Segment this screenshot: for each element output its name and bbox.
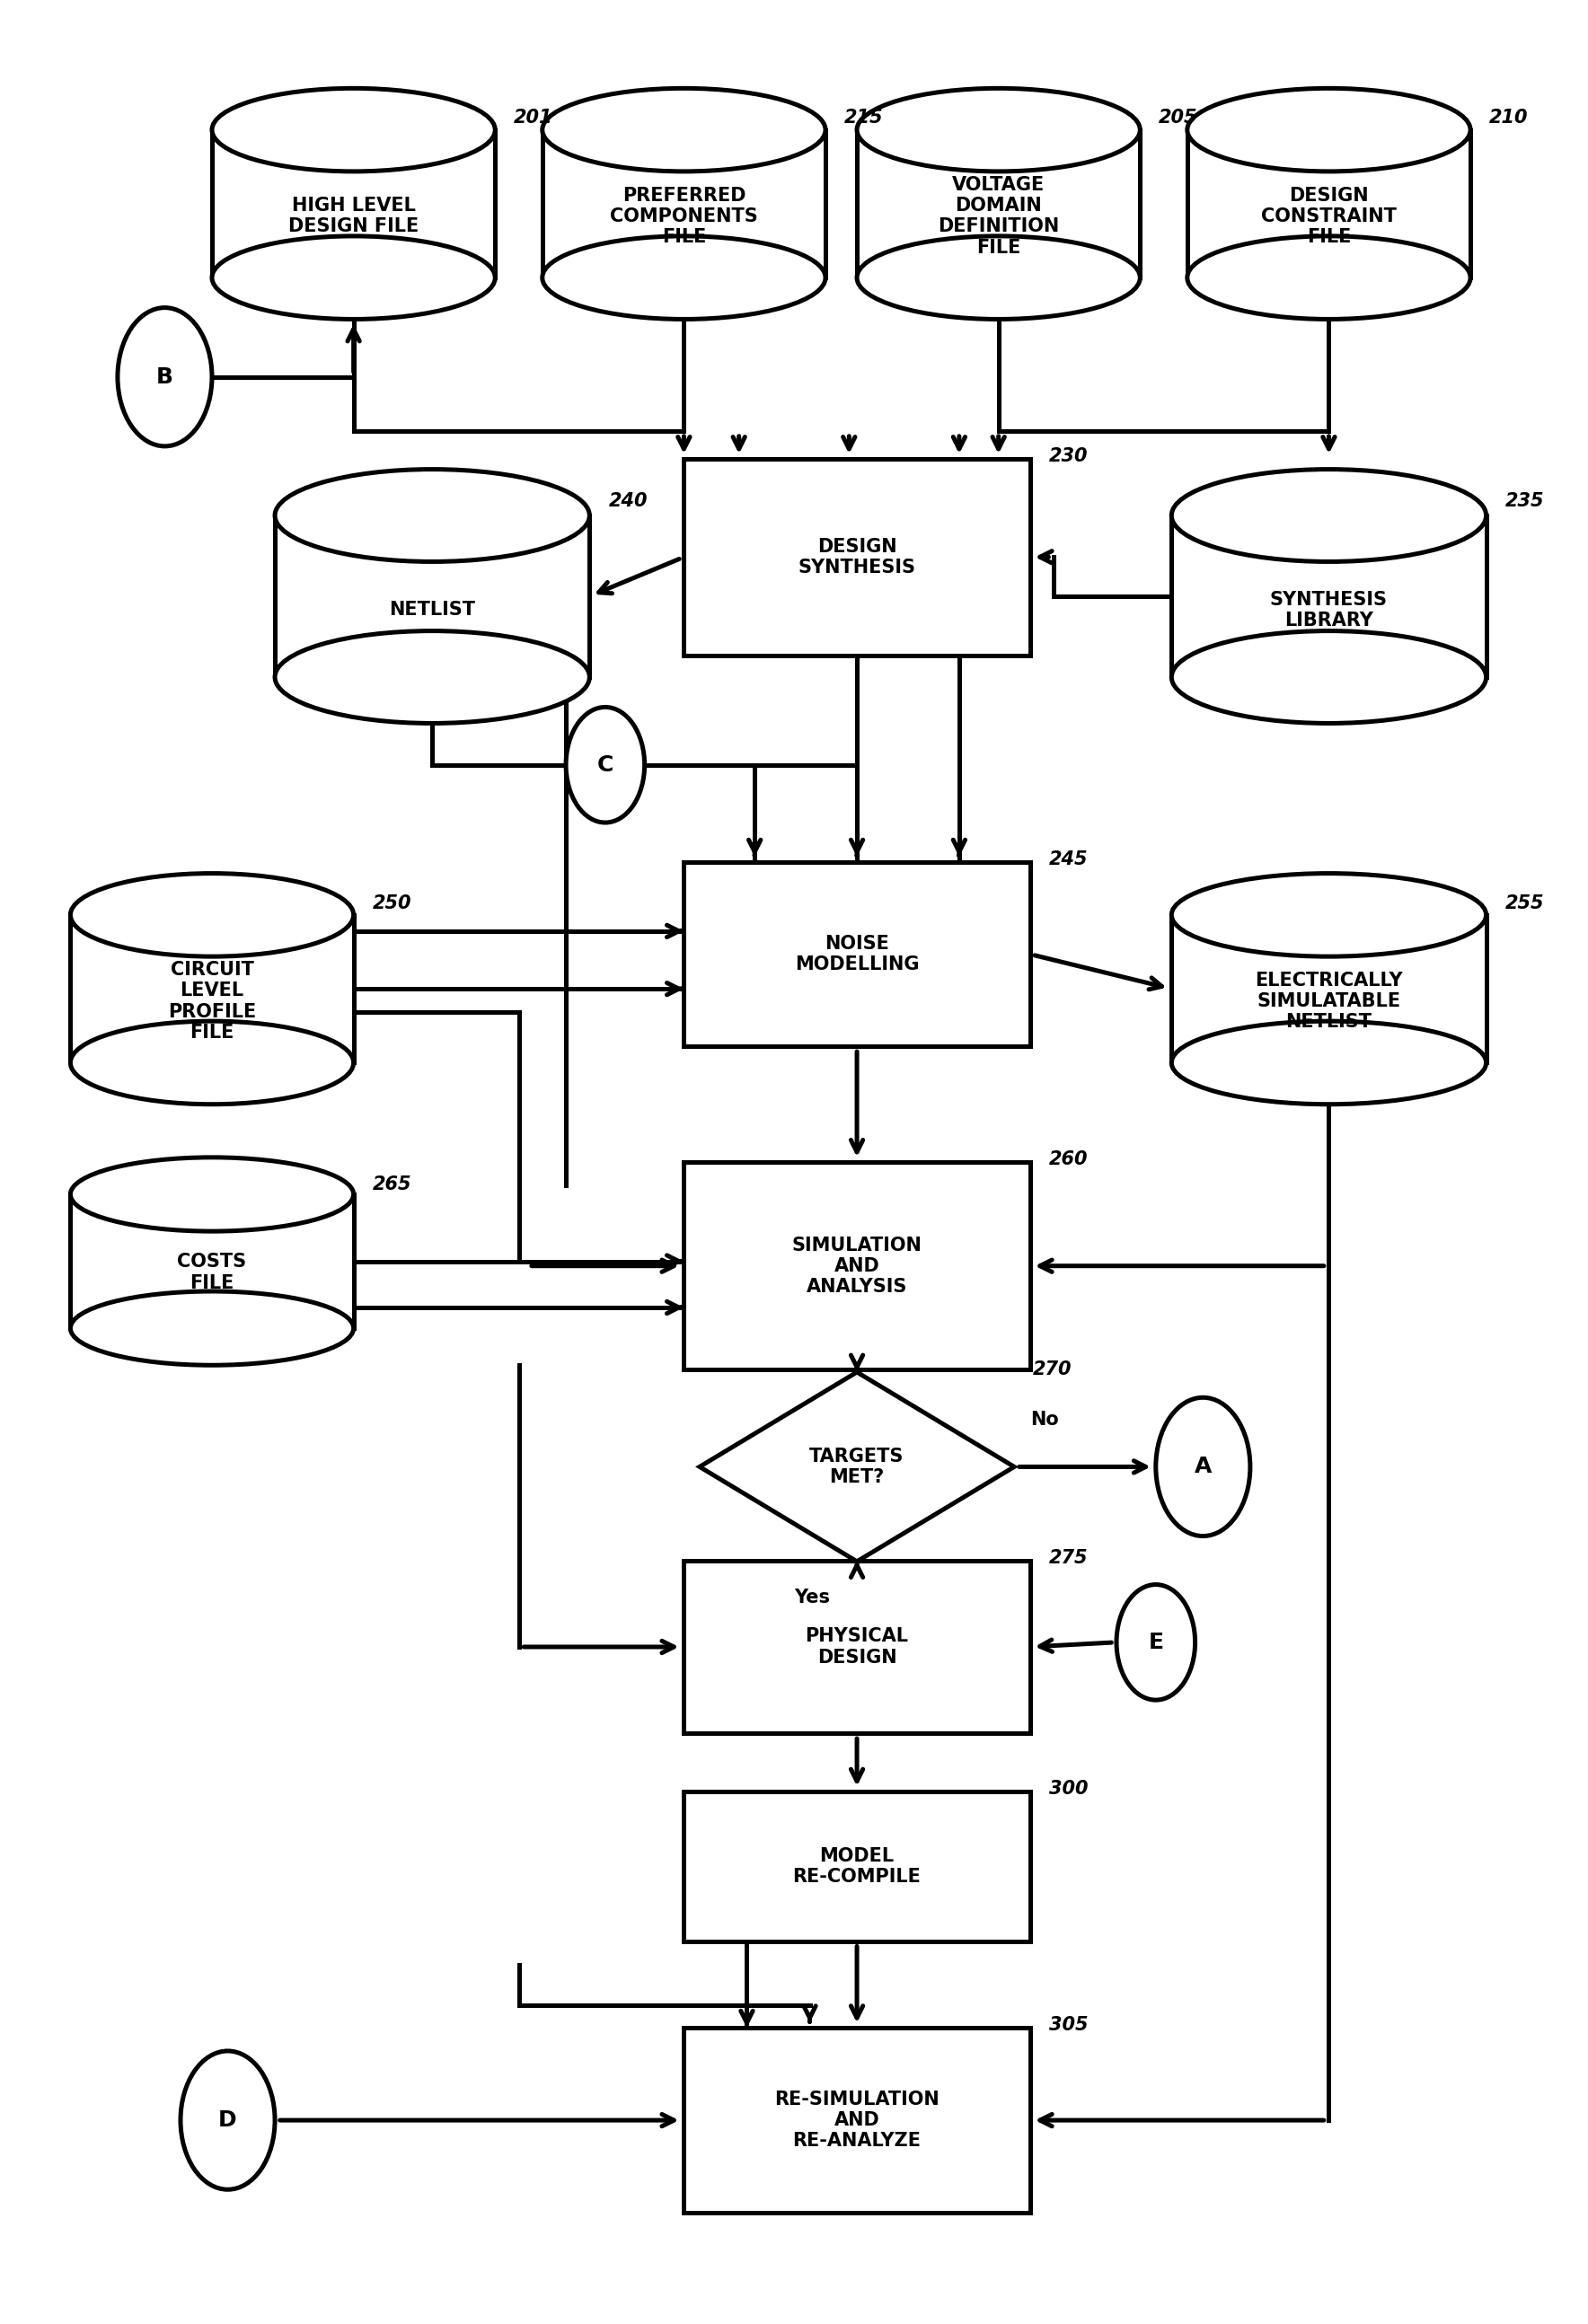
Ellipse shape	[70, 1020, 354, 1104]
Text: 250: 250	[373, 895, 411, 911]
Text: Yes: Yes	[794, 1590, 831, 1606]
Ellipse shape	[1188, 237, 1470, 318]
Text: 215: 215	[845, 109, 883, 128]
Text: 305: 305	[1048, 2017, 1088, 2034]
Ellipse shape	[1172, 874, 1486, 957]
Text: PREFERRED
COMPONENTS
FILE: PREFERRED COMPONENTS FILE	[610, 186, 757, 246]
Bar	[684, 862, 1031, 1046]
Text: DESIGN
CONSTRAINT
FILE: DESIGN CONSTRAINT FILE	[1261, 186, 1396, 246]
Ellipse shape	[1172, 1020, 1486, 1104]
Text: 265: 265	[373, 1176, 411, 1195]
Ellipse shape	[70, 1157, 354, 1232]
Text: 230: 230	[1048, 446, 1088, 465]
Ellipse shape	[70, 1292, 354, 1364]
Text: 255: 255	[1505, 895, 1544, 911]
Circle shape	[118, 307, 211, 446]
Text: 300: 300	[1048, 1780, 1088, 1799]
Text: 201: 201	[515, 109, 553, 128]
Text: PHYSICAL
DESIGN: PHYSICAL DESIGN	[805, 1627, 908, 1666]
Bar	[1172, 916, 1486, 1062]
Circle shape	[1156, 1397, 1250, 1536]
Text: ELECTRICALLY
SIMULATABLE
NETLIST: ELECTRICALLY SIMULATABLE NETLIST	[1255, 971, 1402, 1032]
Circle shape	[1116, 1585, 1196, 1699]
Text: A: A	[1194, 1457, 1212, 1478]
Ellipse shape	[1188, 88, 1470, 172]
Text: E: E	[1148, 1631, 1164, 1652]
Ellipse shape	[275, 630, 589, 723]
Text: 270: 270	[1034, 1360, 1072, 1378]
Text: B: B	[156, 367, 173, 388]
Bar	[275, 516, 589, 676]
Ellipse shape	[1172, 630, 1486, 723]
Text: No: No	[1031, 1411, 1059, 1429]
Text: SYNTHESIS
LIBRARY: SYNTHESIS LIBRARY	[1270, 590, 1388, 630]
Text: 245: 245	[1048, 851, 1088, 869]
Text: NETLIST: NETLIST	[389, 602, 475, 618]
Text: C: C	[597, 753, 613, 776]
Polygon shape	[700, 1371, 1015, 1562]
Text: CIRCUIT
LEVEL
PROFILE
FILE: CIRCUIT LEVEL PROFILE FILE	[168, 962, 256, 1041]
Text: 275: 275	[1048, 1548, 1088, 1566]
Ellipse shape	[858, 237, 1140, 318]
Text: DESIGN
SYNTHESIS: DESIGN SYNTHESIS	[799, 537, 916, 576]
Bar	[1188, 130, 1470, 277]
Bar	[211, 130, 495, 277]
Text: 210: 210	[1490, 109, 1528, 128]
Text: NOISE
MODELLING: NOISE MODELLING	[794, 934, 919, 974]
Ellipse shape	[70, 874, 354, 957]
Bar	[684, 458, 1031, 655]
Ellipse shape	[858, 88, 1140, 172]
Text: 240: 240	[608, 493, 648, 511]
Bar	[684, 2029, 1031, 2212]
Text: TARGETS
MET?: TARGETS MET?	[810, 1448, 904, 1485]
Text: 235: 235	[1505, 493, 1544, 511]
Circle shape	[565, 706, 645, 823]
Text: VOLTAGE
DOMAIN
DEFINITION
FILE: VOLTAGE DOMAIN DEFINITION FILE	[939, 177, 1059, 256]
Bar	[70, 1195, 354, 1329]
Text: D: D	[219, 2110, 237, 2131]
Text: HIGH LEVEL
DESIGN FILE: HIGH LEVEL DESIGN FILE	[289, 198, 419, 235]
Text: MODEL
RE-COMPILE: MODEL RE-COMPILE	[792, 1848, 921, 1885]
Text: 205: 205	[1159, 109, 1197, 128]
Ellipse shape	[543, 88, 826, 172]
Bar	[684, 1162, 1031, 1369]
Text: COSTS
FILE: COSTS FILE	[178, 1253, 246, 1292]
Text: RE-SIMULATION
AND
RE-ANALYZE: RE-SIMULATION AND RE-ANALYZE	[775, 2089, 940, 2150]
Bar	[684, 1792, 1031, 1941]
Bar	[543, 130, 826, 277]
Ellipse shape	[211, 88, 495, 172]
Ellipse shape	[1172, 469, 1486, 562]
Text: SIMULATION
AND
ANALYSIS: SIMULATION AND ANALYSIS	[792, 1236, 923, 1297]
Bar	[684, 1559, 1031, 1734]
Bar	[1172, 516, 1486, 676]
Ellipse shape	[275, 469, 589, 562]
Bar	[70, 916, 354, 1062]
Circle shape	[181, 2052, 275, 2189]
Bar	[858, 130, 1140, 277]
Ellipse shape	[543, 237, 826, 318]
Text: 260: 260	[1048, 1150, 1088, 1169]
Ellipse shape	[211, 237, 495, 318]
